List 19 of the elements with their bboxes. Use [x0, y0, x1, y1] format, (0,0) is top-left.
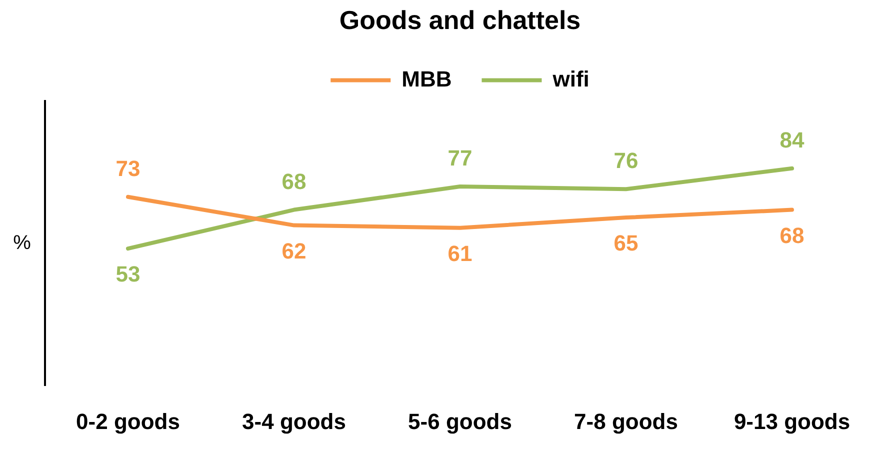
- x-tick-label: 5-6 goods: [408, 408, 512, 434]
- legend-label: wifi: [552, 66, 590, 92]
- data-label: 65: [614, 230, 638, 256]
- data-label: 68: [780, 222, 804, 248]
- x-tick-label: 0-2 goods: [76, 408, 180, 434]
- x-tick-label: 3-4 goods: [242, 408, 346, 434]
- x-tick-label: 7-8 goods: [574, 408, 678, 434]
- chart-title: Goods and chattels: [339, 4, 581, 35]
- data-label: 68: [282, 168, 306, 194]
- legend-label: MBB: [402, 66, 452, 92]
- x-tick-label: 9-13 goods: [734, 408, 850, 434]
- data-label: 73: [116, 156, 140, 181]
- data-label: 76: [614, 148, 638, 174]
- data-label: 53: [116, 262, 140, 287]
- data-label: 84: [780, 127, 805, 152]
- data-label: 61: [448, 240, 472, 266]
- y-axis-title: %: [13, 232, 32, 254]
- data-label: 62: [282, 238, 306, 264]
- data-label: 77: [448, 146, 472, 171]
